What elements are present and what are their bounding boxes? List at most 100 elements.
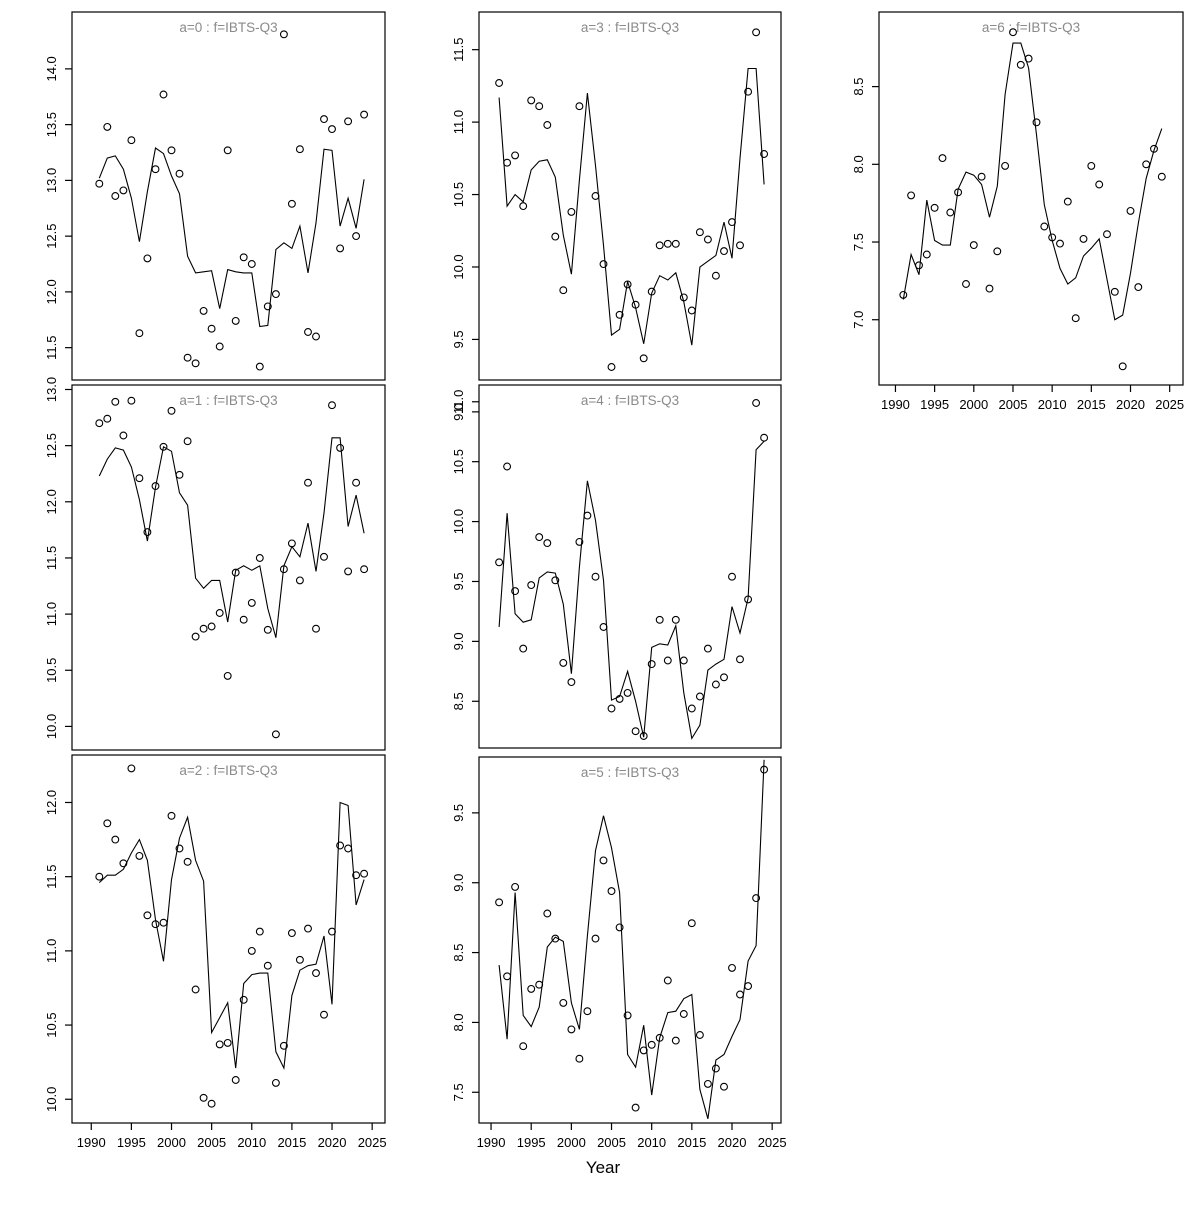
data-point	[559, 658, 568, 667]
data-point	[615, 923, 624, 932]
data-point	[535, 533, 544, 542]
y-tick-label: 11.0	[44, 939, 59, 963]
data-point	[711, 1064, 720, 1073]
data-point	[907, 191, 916, 200]
data-point	[167, 406, 176, 415]
data-point	[255, 554, 264, 562]
data-point	[95, 419, 104, 428]
data-point	[1142, 160, 1151, 169]
data-point	[695, 692, 704, 701]
data-point	[679, 293, 688, 302]
data-point	[1032, 118, 1041, 127]
data-point	[720, 1082, 728, 1091]
y-tick-label: 12.0	[44, 790, 59, 815]
panel-frame	[478, 11, 782, 381]
data-point	[312, 332, 320, 341]
y-tick-label: 9.5	[451, 804, 466, 822]
y-tick-label: 13.5	[44, 112, 59, 137]
x-tick-label: 2015	[277, 1135, 306, 1150]
data-point	[336, 841, 345, 850]
data-point	[103, 819, 112, 828]
data-point	[567, 207, 576, 216]
data-point	[135, 474, 144, 483]
observed-points	[899, 28, 1166, 371]
data-point	[615, 694, 624, 703]
data-point	[720, 673, 728, 682]
data-point	[151, 920, 160, 929]
y-axis: 7.5 8.0 8.5 9.0 9.5	[451, 804, 479, 1101]
data-point	[1157, 172, 1166, 181]
data-point	[295, 145, 304, 154]
data-point	[607, 887, 616, 896]
y-tick-label: 12.5	[44, 433, 59, 458]
data-point	[915, 261, 923, 270]
data-point	[1150, 144, 1158, 153]
data-point	[320, 1010, 328, 1019]
data-point	[143, 528, 152, 537]
data-point	[103, 414, 112, 423]
x-tick-label: 2000	[157, 1135, 186, 1150]
x-tick-label: 2020	[318, 1135, 347, 1150]
data-point	[535, 980, 544, 989]
data-point	[930, 203, 939, 212]
data-point	[1126, 206, 1135, 215]
panel-frame	[71, 754, 386, 1124]
data-point	[495, 558, 504, 567]
y-tick-label: 11.5	[44, 335, 59, 359]
x-axis: 1990 1995 2000 2005 2010 2015 2020 2025	[77, 1123, 387, 1150]
data-point	[519, 202, 528, 211]
data-point	[647, 660, 656, 669]
data-point	[607, 704, 616, 713]
x-tick-label: 1990	[477, 1135, 506, 1150]
data-point	[503, 158, 512, 167]
data-point	[239, 615, 248, 624]
y-tick-label: 7.5	[851, 233, 866, 251]
data-point	[263, 302, 272, 311]
data-point	[744, 87, 753, 96]
data-point	[575, 537, 584, 546]
y-axis: 8.5 9.0 9.5 10.0 10.5 11.0	[451, 390, 479, 710]
data-point	[295, 955, 304, 964]
x-axis-title: Year	[585, 1158, 621, 1177]
data-point	[938, 154, 947, 163]
x-tick-label: 2020	[718, 1135, 747, 1150]
data-point	[119, 431, 128, 440]
data-point	[744, 595, 753, 604]
data-point	[119, 859, 128, 868]
data-point	[352, 478, 361, 487]
data-point	[567, 1025, 576, 1034]
data-point	[639, 354, 648, 363]
y-tick-label: 13.0	[44, 168, 59, 193]
y-tick-label: 10.5	[451, 182, 466, 207]
data-point	[135, 329, 144, 338]
data-point	[744, 982, 753, 991]
data-point	[223, 146, 232, 155]
x-tick-label: 2010	[637, 1135, 666, 1150]
y-tick-label: 10.5	[44, 1012, 59, 1037]
fitted-line	[498, 67, 765, 346]
x-tick-label: 2000	[557, 1135, 586, 1150]
fitted-line	[902, 42, 1163, 321]
data-point	[143, 911, 152, 920]
data-point	[183, 353, 192, 362]
y-tick-label: 10.0	[451, 254, 466, 279]
data-point	[183, 857, 192, 866]
y-tick-label: 8.5	[851, 78, 866, 96]
data-point	[304, 478, 312, 487]
data-point	[599, 856, 608, 865]
x-tick-label: 2000	[959, 397, 988, 412]
data-point	[575, 102, 584, 111]
data-point	[671, 615, 680, 624]
fitted-line	[98, 437, 365, 638]
data-point	[360, 869, 369, 878]
y-tick-label: 10.5	[44, 658, 59, 683]
data-point	[1134, 283, 1143, 292]
data-point	[287, 199, 296, 208]
data-point	[655, 1033, 664, 1042]
y-tick-label: 10.0	[44, 1087, 59, 1112]
data-point	[95, 179, 104, 188]
data-point	[736, 655, 744, 664]
data-point	[344, 844, 353, 853]
data-point	[575, 1054, 584, 1063]
data-point	[543, 539, 552, 548]
